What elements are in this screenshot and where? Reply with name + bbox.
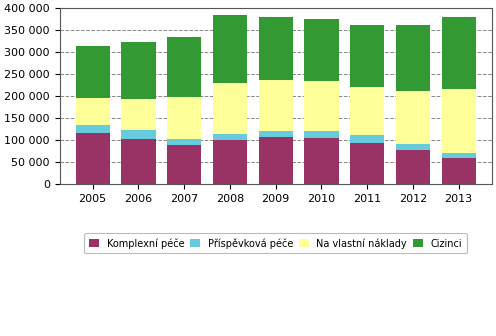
Bar (75, 133, 110, 184)
Bar (122, 139, 156, 184)
Bar (122, 42, 156, 99)
Bar (75, 125, 110, 133)
Bar (304, 131, 339, 138)
Bar (122, 130, 156, 139)
Bar (258, 137, 293, 184)
Bar (122, 99, 156, 130)
Bar (258, 80, 293, 131)
Bar (167, 97, 201, 138)
Bar (213, 15, 247, 83)
Bar (350, 142, 384, 184)
Bar (213, 140, 247, 184)
Bar (258, 16, 293, 80)
Bar (75, 46, 110, 98)
Bar (304, 81, 339, 131)
Bar (396, 91, 430, 144)
Bar (167, 145, 201, 184)
Legend: Komplexní péče, Příspěvková péče, Na vlastní náklady, Cizinci: Komplexní péče, Příspěvková péče, Na vla… (84, 233, 467, 253)
Bar (350, 87, 384, 135)
Bar (213, 83, 247, 134)
Bar (350, 25, 384, 87)
Bar (213, 134, 247, 140)
Bar (396, 144, 430, 150)
Bar (167, 37, 201, 97)
Bar (304, 138, 339, 184)
Bar (441, 89, 476, 153)
Bar (396, 150, 430, 184)
Bar (304, 19, 339, 81)
Bar (396, 25, 430, 91)
Bar (167, 138, 201, 145)
Bar (441, 158, 476, 184)
Bar (441, 17, 476, 89)
Bar (75, 98, 110, 125)
Bar (441, 153, 476, 158)
Bar (350, 135, 384, 142)
Bar (258, 131, 293, 137)
